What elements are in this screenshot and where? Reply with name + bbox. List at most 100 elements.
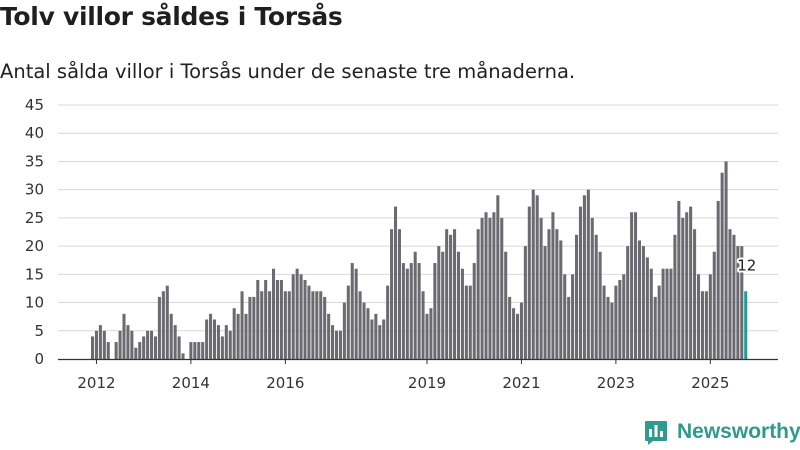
bar [256,279,260,359]
bar [630,212,634,359]
bar [445,229,449,359]
bar [228,330,232,359]
brand-logo[interactable]: Newsworthy [644,420,800,448]
x-tick-label: 2019 [408,374,446,392]
bar [193,342,197,359]
bar [303,279,307,359]
bar [586,189,590,359]
bar [232,308,236,359]
bar [350,263,354,359]
bar [299,274,303,359]
bar [626,246,630,359]
bar [315,291,319,359]
value-label-halo: 12 [737,256,756,274]
bar [681,217,685,359]
bar [260,291,264,359]
bar [370,319,374,359]
bar [248,296,252,359]
bar [173,325,177,359]
bar [287,291,291,359]
y-tick-label: 20 [25,237,44,255]
bar [130,330,134,359]
bar [126,325,130,359]
bar [244,313,248,359]
bar [405,268,409,359]
bar [578,206,582,359]
bar [295,268,299,359]
bar [598,251,602,359]
bar [421,291,425,359]
bar [220,336,224,359]
bar [468,285,472,359]
bar [622,274,626,359]
bar [563,274,567,359]
bar [311,291,315,359]
bar [492,212,496,359]
bar [441,251,445,359]
bar [146,330,150,359]
bar [212,319,217,359]
bar [551,212,555,359]
bar [535,195,539,359]
y-tick-label: 35 [25,152,44,170]
newsworthy-logo-icon [645,421,667,445]
bar [106,342,110,359]
bar [327,313,331,359]
bar [661,268,665,359]
bar [614,285,618,359]
x-tick-label: 2016 [266,374,304,392]
bar [181,353,185,359]
y-tick-label: 0 [34,350,44,368]
bar [209,313,213,359]
bar [480,217,484,359]
bar [488,217,492,359]
bar [165,285,169,359]
bar [240,291,244,359]
bar [142,336,146,359]
bar-latest [744,291,748,359]
bar [134,347,138,359]
bar [264,279,268,359]
chart-title: Tolv villor såldes i Torsås [0,2,343,31]
bar [543,246,547,359]
bar [397,229,401,359]
bar [122,313,126,359]
bar [177,336,181,359]
bar [700,291,704,359]
bar [362,302,366,359]
bar [567,296,571,359]
bar [740,246,744,359]
bar [429,308,433,359]
x-tick-label: 2012 [77,374,115,392]
bar [118,330,122,359]
bar [724,161,728,359]
bar [224,325,228,359]
bar [460,268,464,359]
y-tick-label: 10 [25,294,44,312]
bar [338,330,342,359]
bar [582,195,586,359]
bar [334,330,339,359]
bar [641,246,645,359]
y-tick-label: 25 [25,209,44,227]
bar [91,336,95,359]
bar [590,217,594,359]
bar [645,257,649,359]
bar [393,206,398,359]
bar [114,342,118,359]
bar [736,246,740,359]
bar [571,274,575,359]
bar [366,308,370,359]
bar [602,285,606,359]
bar [157,296,161,359]
bar [323,296,327,359]
bar [685,212,689,359]
brand-name: Newsworthy [677,420,800,443]
bar [236,313,240,359]
bar [712,251,716,359]
bar [268,291,272,359]
bar [456,251,461,359]
y-tick-label: 15 [25,265,44,283]
bar [649,268,653,359]
bar [374,313,378,359]
